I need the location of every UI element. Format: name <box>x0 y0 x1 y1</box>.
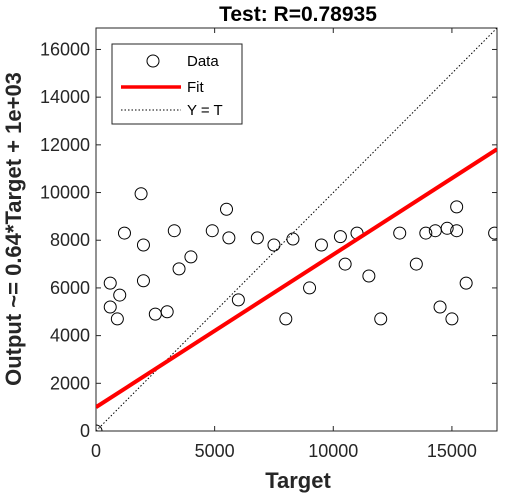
data-point <box>167 224 181 238</box>
x-tick-label: 0 <box>91 441 101 461</box>
y-axis-label: Output ~= 0.64*Target + 1e+03 <box>1 72 26 386</box>
data-point <box>440 221 454 235</box>
data-point <box>333 230 347 244</box>
data-point <box>267 238 281 252</box>
data-point <box>362 269 376 283</box>
fit-line <box>96 147 497 409</box>
data-point <box>488 226 497 240</box>
data-point <box>314 238 328 252</box>
y-tick-label: 12000 <box>40 135 90 155</box>
data-point <box>450 224 464 238</box>
data-point <box>303 281 317 295</box>
data-point <box>419 226 433 240</box>
data-point <box>279 312 293 326</box>
legend-box <box>111 43 243 125</box>
y-tick-label: 8000 <box>50 230 90 250</box>
data-point <box>172 262 186 276</box>
x-tick-label: 5000 <box>195 441 235 461</box>
y-tick-label: 0 <box>80 421 90 441</box>
data-point <box>103 300 117 314</box>
legend-identity-label: Y = T <box>187 102 223 119</box>
data-point <box>117 226 131 240</box>
y-tick-label: 10000 <box>40 183 90 203</box>
data-point <box>136 238 150 252</box>
y-tick-label: 6000 <box>50 278 90 298</box>
chart-title: Test: R=0.78935 <box>219 3 377 26</box>
data-point <box>450 200 464 214</box>
data-point <box>205 224 219 238</box>
x-tick-label: 10000 <box>308 441 358 461</box>
y-tick-label: 2000 <box>50 373 90 393</box>
data-point <box>286 232 300 246</box>
data-point <box>459 276 473 290</box>
data-point <box>148 307 162 321</box>
data-point <box>338 257 352 271</box>
data-point <box>134 187 148 201</box>
legend: Data Fit Y = T <box>111 43 243 125</box>
legend-fit-label: Fit <box>187 79 204 96</box>
data-point <box>445 312 459 326</box>
data-point <box>433 300 447 314</box>
legend-data-marker <box>146 54 160 68</box>
data-point <box>184 250 198 264</box>
data-point <box>222 231 236 245</box>
data-point <box>136 274 150 288</box>
data-point <box>220 202 234 216</box>
data-point <box>374 312 388 326</box>
y-tick-label: 14000 <box>40 87 90 107</box>
legend-data-label: Data <box>187 53 219 70</box>
data-point <box>110 312 124 326</box>
x-axis-label: Target <box>265 468 331 493</box>
data-point <box>250 231 264 245</box>
x-tick-label: 15000 <box>427 441 477 461</box>
y-tick-label: 16000 <box>40 39 90 59</box>
data-point <box>113 288 127 302</box>
y-tick-label: 4000 <box>50 326 90 346</box>
data-point <box>409 257 423 271</box>
data-point <box>393 226 407 240</box>
data-point <box>103 276 117 290</box>
data-point <box>231 293 245 307</box>
